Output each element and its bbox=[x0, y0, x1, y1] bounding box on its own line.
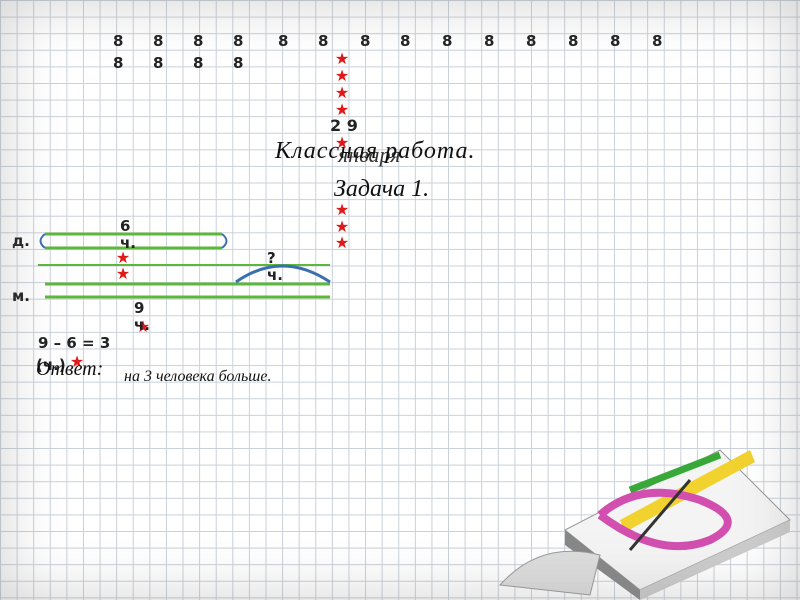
segment-diagram bbox=[38, 232, 331, 299]
digit: 8 bbox=[278, 32, 289, 50]
digit: 8 bbox=[193, 54, 204, 72]
svg-text:★: ★ bbox=[335, 133, 349, 152]
date-day: 2 9 bbox=[330, 116, 358, 135]
svg-text:★: ★ bbox=[70, 352, 84, 371]
date-month: января bbox=[338, 142, 401, 167]
svg-text:★: ★ bbox=[116, 264, 130, 283]
svg-text:★: ★ bbox=[335, 233, 349, 252]
digit: 8 bbox=[484, 32, 495, 50]
equation: 9 – 6 = 3 bbox=[38, 334, 111, 352]
digit: 8 bbox=[233, 32, 244, 50]
svg-text:★: ★ bbox=[335, 200, 349, 219]
digit: 8 bbox=[400, 32, 411, 50]
svg-text:★: ★ bbox=[335, 217, 349, 236]
task: Задача 1. bbox=[334, 176, 430, 202]
svg-text:★: ★ bbox=[136, 317, 150, 336]
book-illustration bbox=[498, 449, 791, 600]
digit: 8 bbox=[153, 32, 164, 50]
svg-text:★: ★ bbox=[335, 49, 349, 68]
label-question: ? ч. bbox=[267, 249, 283, 284]
svg-text:★: ★ bbox=[335, 100, 349, 119]
label-d-count: 6 ч. bbox=[120, 217, 136, 252]
digit: 8 bbox=[153, 54, 164, 72]
label-m-count: 9 ч. bbox=[134, 299, 150, 334]
svg-text:★: ★ bbox=[116, 248, 130, 267]
svg-text:★: ★ bbox=[335, 83, 349, 102]
label-d: д. bbox=[12, 232, 30, 250]
digit: 8 bbox=[360, 32, 371, 50]
title: Классная работа. bbox=[275, 138, 476, 164]
digit: 8 bbox=[526, 32, 537, 50]
digit: 8 bbox=[233, 54, 244, 72]
digit: 8 bbox=[193, 32, 204, 50]
equation-unit: (ч.) bbox=[36, 356, 66, 374]
digit: 8 bbox=[113, 32, 124, 50]
answer-label: Ответ: bbox=[36, 358, 104, 380]
label-m: м. bbox=[12, 287, 30, 305]
digit: 8 bbox=[113, 54, 124, 72]
star-column: ★ ★ ★ ★ ★ ★ ★ ★ ★ ★ ★ ★ bbox=[70, 49, 349, 371]
svg-text:★: ★ bbox=[335, 66, 349, 85]
digit: 8 bbox=[652, 32, 663, 50]
digit: 8 bbox=[318, 32, 329, 50]
digit: 8 bbox=[442, 32, 453, 50]
answer-text: на 3 человека больше. bbox=[124, 368, 272, 385]
digit: 8 bbox=[610, 32, 621, 50]
digit: 8 bbox=[568, 32, 579, 50]
